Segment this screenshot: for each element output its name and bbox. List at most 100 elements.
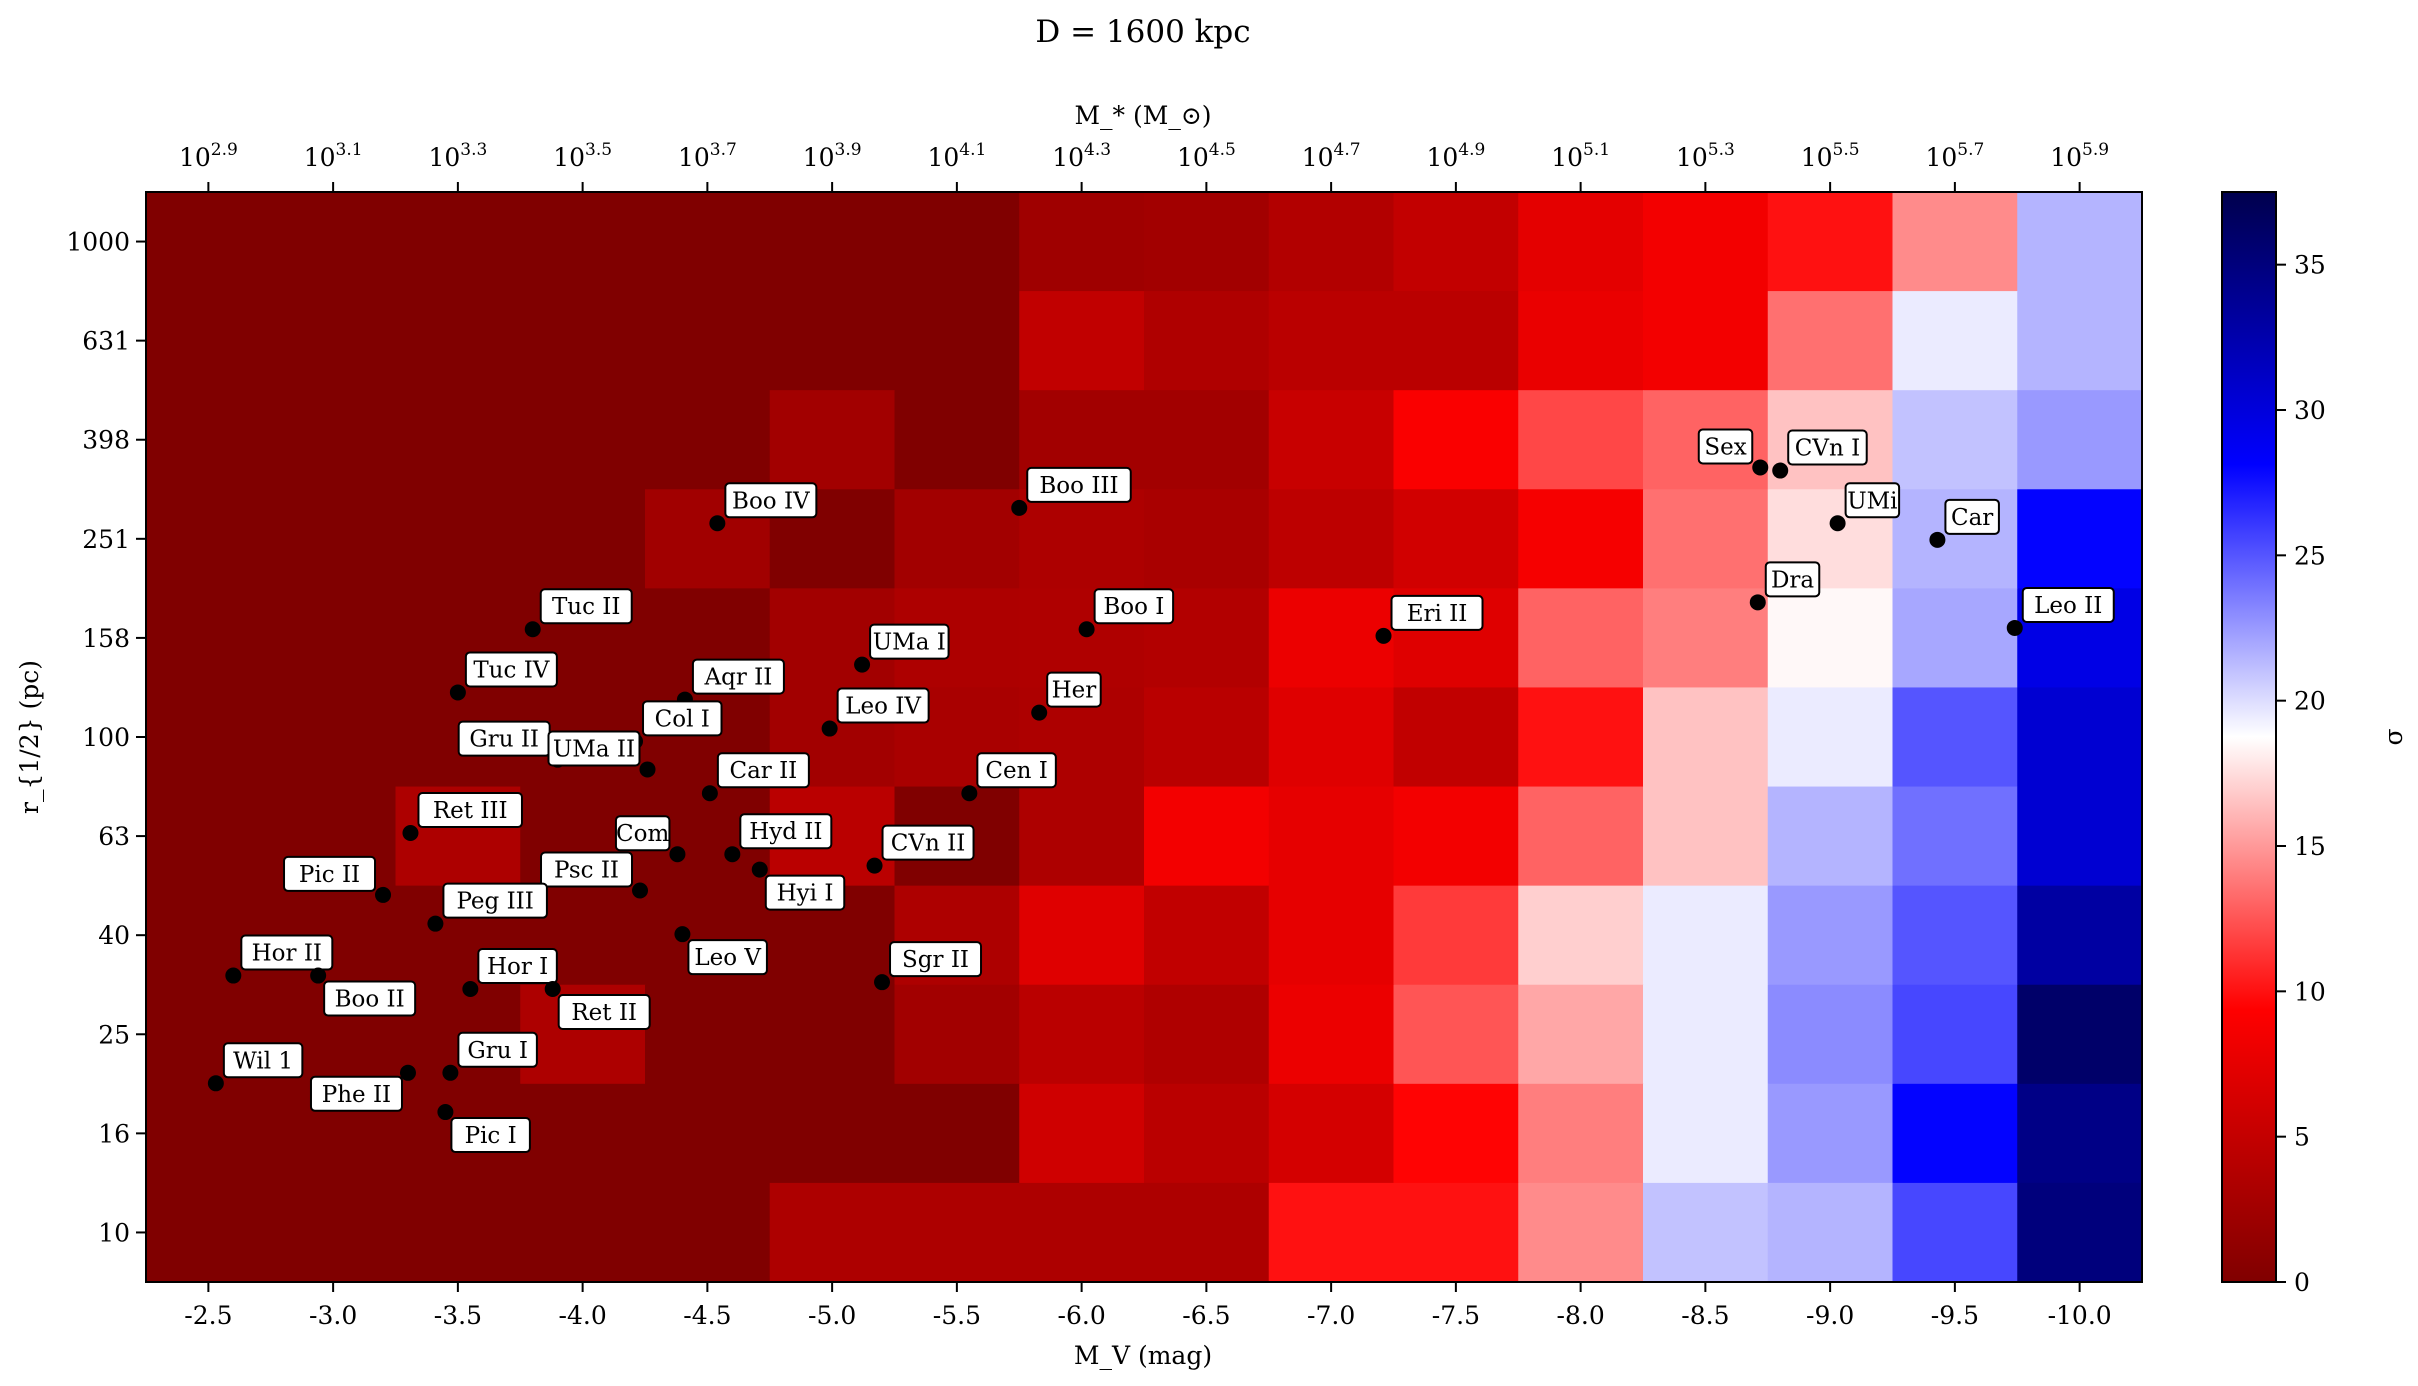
galaxy-marker (225, 967, 242, 984)
heatmap-cell (1393, 390, 1519, 490)
heatmap-cell (1268, 489, 1395, 589)
heatmap-cell (1767, 984, 1894, 1085)
heatmap-cell (146, 291, 272, 391)
heatmap-cell (1144, 687, 1270, 788)
heatmap-cell (769, 1182, 896, 1283)
heatmap-cell (1268, 984, 1395, 1085)
galaxy-label: Hyi I (777, 881, 834, 907)
top-axis-ticks: 102.9 103.1 103.3 103.5 103.7 103.9 104.1 104.3… (179, 140, 2109, 192)
top-tick-label: 105.1 (1551, 140, 1610, 172)
galaxy-marker (821, 720, 838, 737)
galaxy-point: Psc II (540, 851, 649, 899)
heatmap-cell (146, 1083, 272, 1184)
x-tick-label: -7.0 (1307, 1301, 1355, 1330)
galaxy-label: Her (1052, 678, 1097, 704)
galaxy-label: Peg III (456, 889, 533, 915)
galaxy-label: Psc II (554, 857, 619, 883)
galaxy-label: Tuc II (552, 594, 621, 620)
top-tick-label: 105.7 (1925, 140, 1984, 172)
heatmap-cell (769, 984, 896, 1085)
galaxy-marker (462, 981, 479, 998)
galaxy-point: Wil 1 (207, 1042, 304, 1092)
galaxy-marker (1752, 459, 1769, 476)
galaxy-label: Car II (729, 758, 797, 784)
x-tick-label: -8.0 (1557, 1301, 1605, 1330)
galaxy-point: Tuc II (524, 588, 633, 638)
top-tick-label: 104.7 (1302, 140, 1361, 172)
galaxy-label: CVn II (891, 831, 966, 857)
x-axis-label: M_V (mag) (1074, 1341, 1212, 1370)
heatmap-cell (1144, 291, 1270, 391)
galaxy-point: Peg III (427, 882, 548, 932)
heatmap-cell (1518, 291, 1644, 391)
galaxy-label-box (1787, 429, 1868, 466)
galaxy-points: Boo IV Boo III Tuc II UMa I Boo I Eri II Tuc I… (207, 428, 2115, 1154)
galaxy-marker (1749, 594, 1766, 611)
heatmap-cell (894, 1083, 1020, 1184)
galaxy-label-box (417, 792, 523, 829)
heatmap-cell (1892, 984, 2018, 1085)
galaxy-label-box (457, 1031, 538, 1068)
galaxy-label-box (1093, 588, 1175, 625)
galaxy-label: Boo I (1103, 594, 1164, 620)
heatmap-cell (1393, 786, 1519, 887)
galaxy-point: Com (614, 815, 686, 863)
galaxy-label-box (716, 752, 810, 789)
galaxy-point: Pic I (437, 1104, 531, 1154)
galaxy-marker (669, 846, 686, 863)
galaxy-point: Boo IV (709, 482, 818, 532)
y-tick-label: 25 (98, 1020, 130, 1049)
galaxy-label-box (976, 752, 1057, 789)
heatmap-cell (146, 390, 272, 490)
heatmap-cell (520, 192, 646, 292)
heatmap-cell (1892, 588, 2018, 689)
galaxy-marker (207, 1075, 224, 1092)
galaxy-label-box (764, 874, 846, 911)
heatmap-cell (1767, 786, 1894, 887)
galaxy-point: Dra (1749, 561, 1821, 611)
top-tick-label: 103.3 (428, 140, 487, 172)
galaxy-point: Tuc IV (449, 651, 558, 701)
galaxy-label: Eri II (1407, 601, 1468, 627)
galaxy-label-box (283, 855, 377, 892)
galaxy-label-box (557, 994, 651, 1031)
galaxy-label: CVn I (1795, 436, 1860, 462)
top-tick-label: 103.1 (304, 140, 363, 172)
galaxy-marker (866, 857, 883, 874)
y-axis-ticks: 10 16 25 40 63 100 158 251 398 631 1000 (66, 228, 146, 1247)
top-tick-label: 103.5 (553, 140, 612, 172)
galaxy-label: Cen I (985, 758, 1047, 784)
heatmap-cell (769, 192, 896, 292)
heatmap-cell (1144, 192, 1270, 292)
galaxy-marker (709, 515, 726, 532)
heatmap-cell (1268, 192, 1395, 292)
colorbar-tick-label: 35 (2294, 251, 2326, 280)
x-tick-label: -4.5 (683, 1301, 731, 1330)
galaxy-point: Boo III (1011, 466, 1132, 516)
heatmap-cell (1643, 192, 1769, 292)
heatmap-cell (270, 489, 397, 589)
heatmap-cell (2017, 489, 2143, 589)
top-tick-label: 105.5 (1801, 140, 1860, 172)
heatmap-cell (1767, 885, 1894, 986)
galaxy-label-box (240, 934, 334, 971)
heatmap-cell (1892, 1083, 2018, 1184)
galaxy-label: Gru II (469, 727, 539, 753)
galaxy-marker (639, 761, 656, 778)
heatmap-cell (1892, 786, 2018, 887)
x-tick-label: -3.5 (434, 1301, 482, 1330)
y-tick-label: 1000 (66, 228, 130, 257)
heatmap-cell (1518, 687, 1644, 788)
galaxy-point: Leo V (674, 926, 768, 976)
colorbar-tick-label: 25 (2294, 541, 2326, 570)
heatmap-cell (1393, 192, 1519, 292)
heatmap-cell (1144, 885, 1270, 986)
galaxy-point: Pic II (283, 855, 392, 903)
galaxy-marker (449, 684, 466, 701)
galaxy-label-box (323, 980, 417, 1017)
galaxy-label-box (739, 813, 833, 850)
galaxy-marker (632, 882, 649, 899)
heatmap-cell (1767, 192, 1894, 292)
heatmap-cell (1892, 1182, 2018, 1283)
